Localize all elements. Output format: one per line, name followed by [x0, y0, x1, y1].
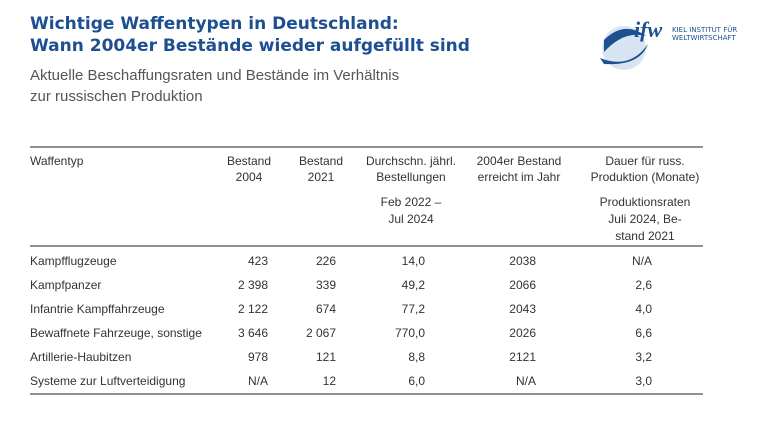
table-cell: 2043 [509, 302, 536, 316]
row-label: Kampfpanzer [30, 278, 101, 292]
row-label: Infantrie Kampffahrzeuge [30, 302, 165, 316]
table-cell: 77,2 [402, 302, 426, 316]
row-label: Kampfflugzeuge [30, 254, 117, 268]
table-cell: 770,0 [395, 326, 425, 340]
logo [600, 26, 648, 70]
table-cell: 2121 [509, 350, 536, 364]
row-label: Artillerie-Haubitzen [30, 350, 131, 364]
column-header: 2021 [308, 170, 335, 184]
table-cell: 674 [316, 302, 336, 316]
column-subheader: Produktionsraten [600, 195, 691, 209]
column-header: Bestand [227, 154, 271, 168]
table-cell: 2066 [509, 278, 536, 292]
table-cell: 423 [248, 254, 268, 268]
table-cell: 2 122 [238, 302, 268, 316]
subtitle: zur russischen Produktion [30, 88, 203, 105]
column-subheader: Feb 2022 – [381, 195, 442, 209]
table-cell: 6,6 [635, 326, 652, 340]
table-cell: 339 [316, 278, 336, 292]
table-cell: 2,6 [635, 278, 652, 292]
column-header: 2004er Bestand [477, 154, 562, 168]
title: Wann 2004er Bestände wieder aufgefüllt s… [30, 36, 470, 56]
table-cell: N/A [516, 374, 536, 388]
table-cell: 8,8 [408, 350, 425, 364]
column-subheader: stand 2021 [615, 229, 675, 243]
table-cell: 12 [323, 374, 337, 388]
table-cell: 2026 [509, 326, 536, 340]
column-header: Bestand [299, 154, 343, 168]
logo-mark: ifw [634, 17, 662, 42]
table-cell: 2038 [509, 254, 536, 268]
column-header: Dauer für russ. [605, 154, 684, 168]
table-cell: 6,0 [408, 374, 425, 388]
logo-text: WELTWIRTSCHAFT [672, 34, 736, 42]
column-header: 2004 [236, 170, 263, 184]
table-cell: 49,2 [402, 278, 426, 292]
logo-swoosh [604, 28, 646, 52]
table-cell: N/A [632, 254, 652, 268]
table-cell: 3,0 [635, 374, 652, 388]
column-header: Bestellungen [376, 170, 445, 184]
row-label: Systeme zur Luftverteidigung [30, 374, 185, 388]
table-cell: 2 398 [238, 278, 268, 292]
subtitle: Aktuelle Beschaffungsraten und Bestände … [30, 67, 399, 84]
row-label: Bewaffnete Fahrzeuge, sonstige [30, 326, 202, 340]
column-subheader: Juli 2024, Be- [608, 212, 681, 226]
table-cell: 2 067 [306, 326, 336, 340]
logo-swoosh [600, 44, 648, 65]
table-cell: 14,0 [402, 254, 426, 268]
table-cell: 3,2 [635, 350, 652, 364]
table-cell: N/A [248, 374, 268, 388]
table-cell: 226 [316, 254, 336, 268]
table-cell: 121 [316, 350, 336, 364]
table-cell: 4,0 [635, 302, 652, 316]
table-cell: 3 646 [238, 326, 268, 340]
column-subheader: Jul 2024 [388, 212, 434, 226]
title: Wichtige Waffentypen in Deutschland: [30, 14, 399, 34]
logo-text: KIEL INSTITUT FÜR [672, 25, 737, 34]
column-header: erreicht im Jahr [478, 170, 561, 184]
column-header: Durchschn. jährl. [366, 154, 456, 168]
column-header: Waffentyp [30, 154, 84, 168]
column-header: Produktion (Monate) [591, 170, 700, 184]
table-cell: 978 [248, 350, 268, 364]
